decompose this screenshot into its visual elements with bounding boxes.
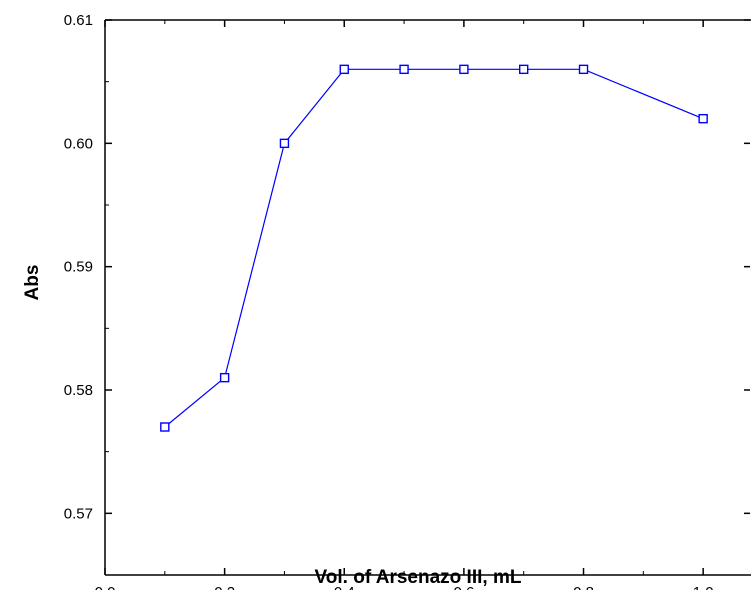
data-point-marker <box>339 64 349 75</box>
data-point-marker <box>519 64 529 75</box>
y-tick-label: 0.57 <box>64 505 93 522</box>
y-axis-ticks: 0.57 0.58 0.59 0.60 0.61 <box>64 12 750 576</box>
y-axis-label: Abs <box>22 265 43 301</box>
data-point-marker <box>399 64 409 75</box>
data-point-marker <box>578 64 589 75</box>
data-point-marker <box>160 422 170 432</box>
x-axis-ticks: 0.0 0.2 0.4 0.6 0.8 1.0 <box>95 20 714 590</box>
x-tick-label: 0.2 <box>214 584 235 590</box>
y-tick-label: 0.60 <box>64 135 93 152</box>
data-point-marker <box>219 372 230 383</box>
x-tick-label: 0.8 <box>573 584 594 590</box>
y-tick-label: 0.59 <box>64 259 93 276</box>
y-tick-label: 0.58 <box>64 382 93 399</box>
data-series <box>160 64 708 432</box>
plot-frame <box>104 19 751 576</box>
x-tick-label: 0.0 <box>95 584 116 590</box>
series-line <box>164 68 704 428</box>
x-tick-label: 1.0 <box>693 584 714 590</box>
y-tick-label: 0.61 <box>64 12 93 29</box>
data-point-marker <box>459 64 469 75</box>
data-point-marker <box>279 138 290 149</box>
x-tick-label: 0.4 <box>334 584 355 590</box>
x-tick-label: 0.6 <box>453 584 474 590</box>
x-axis-label: Vol. of Arsenazo III, mL <box>315 567 522 588</box>
data-point-marker <box>698 113 708 124</box>
